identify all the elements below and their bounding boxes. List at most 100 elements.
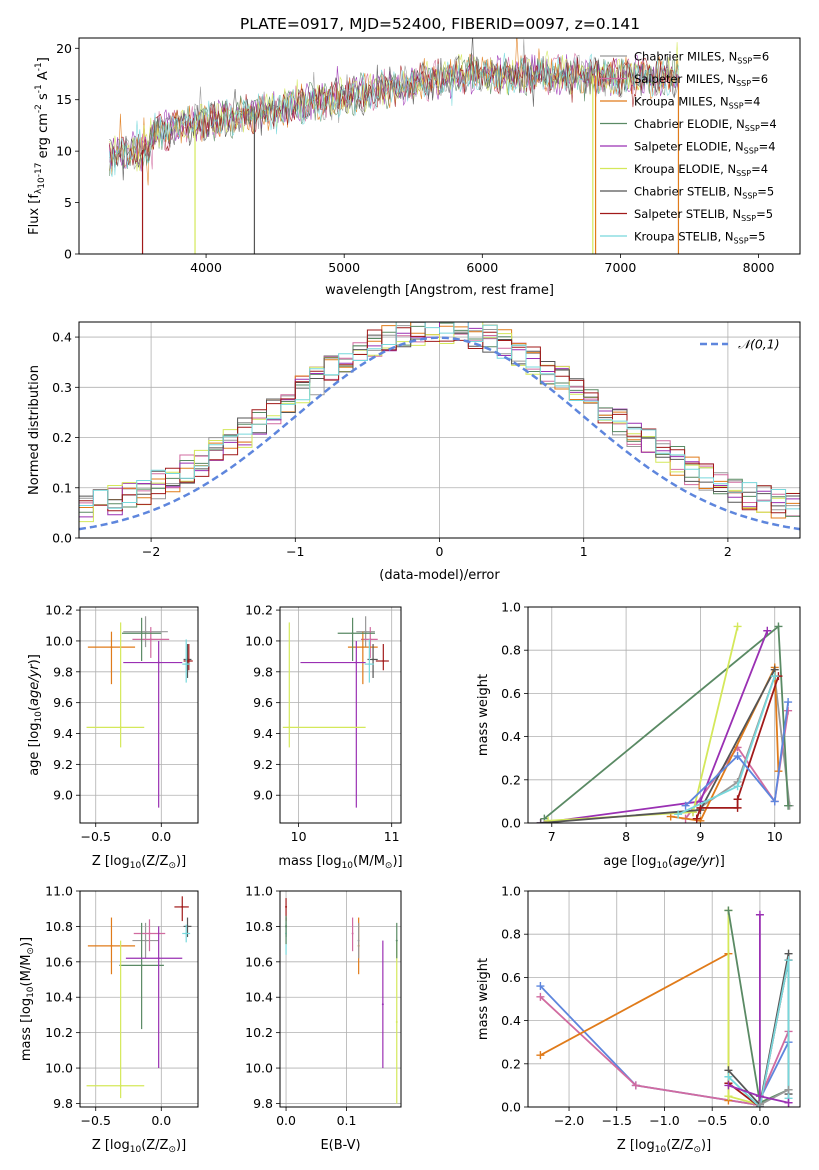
y-tick-label: 10.2 [245,1025,273,1040]
label-part: age [log [603,854,656,869]
y-tick-label: 9.0 [253,788,273,803]
x-tick-label: −0.5 [81,1113,111,1128]
axes-frame [279,606,402,824]
y-tick-label: 11.0 [245,884,273,899]
weight-lines [536,906,793,1107]
legend-nssp-sub: SSP [736,169,751,178]
spectrum-y-label: Flux [fλ10-17 erg cm-2 s-1 A-1] [27,57,51,235]
legend-nssp-value: =6 [752,50,769,64]
weight-marker [784,801,793,810]
x-tick-label: 11 [384,829,400,844]
legend-nssp-value: =5 [757,185,774,199]
label-part: age/yr [27,663,42,706]
x-tick-label: 0.0 [151,1113,171,1128]
weight-marker [733,752,742,761]
label-part: 10 [130,1145,142,1155]
data-point [288,726,291,729]
label-part: ⊙ [168,861,176,871]
data-point [144,630,147,633]
gaussian-curve [79,336,800,531]
legend-nssp-prefix: , N [729,117,745,131]
y-tick-label: 10.2 [245,603,273,618]
legend-entry: Kroupa STELIB, NSSP=5 [634,230,765,246]
label-part: 10 [655,1145,667,1155]
legend-name: Salpeter ELODIE [634,140,728,154]
label-part: (Z/Z [141,1138,168,1153]
residuals-axes: −2 −1 0 1 2 0.0 0.1 0.2 0.3 0.4 (data-model)/error… [27,321,801,583]
weight-marker [536,1051,545,1060]
legend-nssp-sub: SSP [737,57,752,66]
y-tick-label: 9.8 [53,664,73,679]
y-tick-label: 10.8 [45,919,73,934]
legend-entry: Salpeter STELIB, NSSP=5 [634,207,773,223]
legend-name: Chabrier MILES [634,50,721,64]
weight-marker [692,814,701,823]
y-tick-label: 10.8 [245,919,273,934]
weight_vs_Z-y-label: mass weight [476,958,491,1040]
data-point [381,1003,384,1006]
legend-entry: Kroupa ELODIE, NSSP=4 [634,162,768,178]
weight-marker [755,910,764,919]
x-tick-label: 9 [696,829,704,844]
age_vs_Z-y-label: age [log10(age/yr)] [27,654,44,776]
x-tick-label: −2.0 [554,1113,584,1128]
y-tick-label: 11.0 [45,884,73,899]
x-tick-label: −1.0 [649,1113,679,1128]
legend-nssp-prefix: , N [725,207,741,221]
axes-frame [78,37,801,255]
y-tick-label: 9.2 [53,757,73,772]
y-tick-label: 9.0 [53,788,73,803]
axes-frame [79,890,199,1108]
legend-name: Kroupa MILES [634,95,713,109]
spectrum-x-label: wavelength [Angstrom, rest frame] [325,283,554,298]
label-part: -1 [34,84,44,93]
data-point [119,1084,122,1087]
weight-marker [763,626,772,635]
weight_vs_Z-axes: −2.0 −1.5 −1.0 −0.5 0.0 0.0 0.2 0.4 0.6 0.8 1.0 Z [… [476,884,801,1155]
x-tick-label: 1 [580,544,588,559]
axes-frame [279,890,402,1108]
data-point [395,939,398,942]
label-part: ⊙ [26,947,36,955]
x-tick-label: 7000 [605,260,637,275]
y-tick-label: 10.0 [245,633,273,648]
legend-nssp-value: =4 [760,117,777,131]
legend-nssp-value: =4 [759,140,776,154]
weight-lines [536,622,794,823]
age_vs_Z-x-label: Z [log10(Z/Z⊙)] [92,854,186,871]
x-tick-label: −2 [142,544,160,559]
legend-nssp-sub: SSP [734,237,749,246]
spectrum-salpeter-stelib [109,54,679,167]
y-tick-label: 0.0 [52,531,72,546]
label-part: ⊙ [693,1145,701,1155]
weight-marker [733,782,742,791]
data-point [364,630,367,633]
x-tick-label: 6000 [466,260,498,275]
label-part: (M/M [19,955,34,987]
data-point [368,663,371,666]
age_vs_Z-axes: −0.5 0.09.09.29.49.69.810.010.2Z [log10(Z… [27,603,199,871]
weight-marker [770,672,779,681]
legend-entry: Chabrier ELODIE, NSSP=4 [634,117,777,133]
legend-nssp-sub: SSP [736,79,751,88]
legend-entry: Chabrier MILES, NSSP=6 [634,50,769,66]
y-tick-label: 10 [56,144,72,159]
label-part: 10 [37,177,47,189]
error-bars [282,616,389,808]
y-tick-label: 0.8 [501,927,521,942]
y-tick-label: 10.2 [45,1025,73,1040]
x-tick-label: 8 [622,829,630,844]
x-tick-label: 4000 [190,260,222,275]
label-part: )] [19,937,34,947]
label-part: ] [36,57,51,62]
legend-entry: 𝒩(0,1) [738,337,780,352]
label-part: age/yr [673,854,716,869]
label-part: -1 [34,62,44,71]
data-point [185,663,188,666]
data-point [395,1021,398,1024]
label-part: λ [34,188,44,194]
y-tick-label: 9.2 [253,757,273,772]
x-tick-label: 0.0 [750,1113,770,1128]
residuals-y-label: Normed distribution [27,365,42,495]
